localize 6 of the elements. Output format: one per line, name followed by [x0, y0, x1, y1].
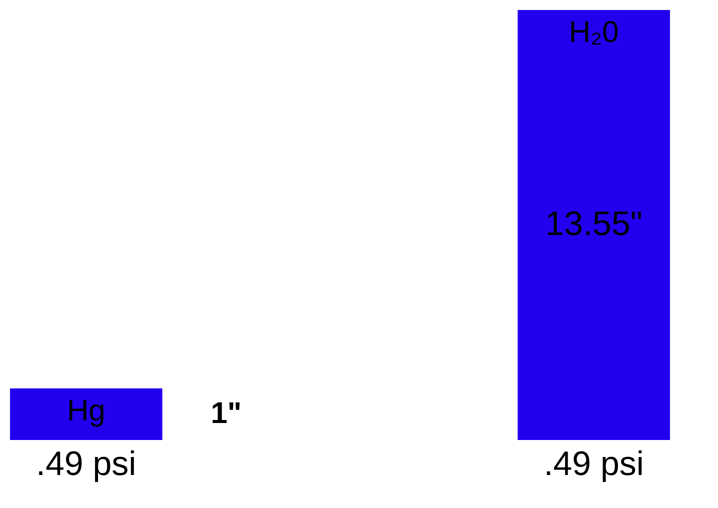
text: 1"	[210, 397, 242, 430]
x-tick-label: H₂0	[568, 16, 619, 49]
annotation: .49 psi	[544, 445, 644, 483]
text: 13.55"	[545, 205, 642, 243]
x-tick-label: Hg	[66, 394, 106, 428]
annotation: .49 psi	[36, 445, 136, 483]
